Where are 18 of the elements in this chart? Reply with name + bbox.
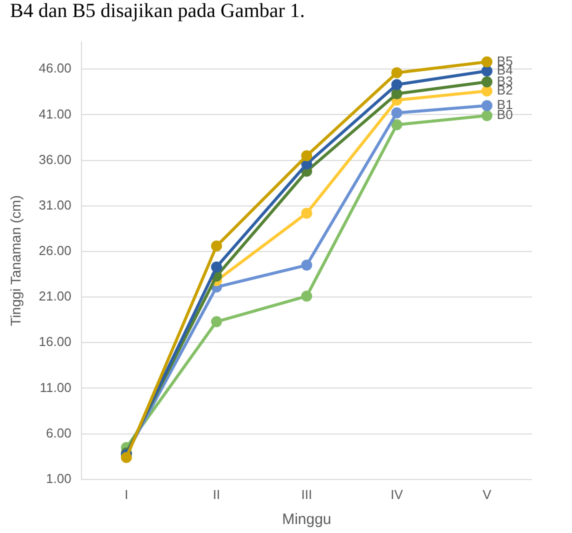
- y-tick-label: 31.00: [38, 197, 72, 212]
- y-tick-label: 41.00: [38, 106, 72, 122]
- y-tick-label: 21.00: [38, 288, 72, 304]
- y-tick-label: 46.00: [38, 60, 72, 76]
- x-axis-title: Minggu: [282, 511, 332, 528]
- x-tick-label: II: [212, 486, 220, 502]
- x-tick-label: I: [124, 486, 128, 502]
- y-tick-label: 6.00: [46, 425, 72, 440]
- x-tick-label: V: [482, 486, 492, 502]
- x-tick-label: IV: [390, 486, 404, 502]
- y-axis-title: Tinggi Tanaman (cm): [7, 195, 24, 326]
- y-tick-label: 36.00: [38, 152, 72, 167]
- y-tick-label: 16.00: [38, 334, 72, 350]
- y-tick-label: 26.00: [38, 243, 72, 258]
- y-tick-label: 11.00: [40, 380, 72, 395]
- y-tick-label: 1.00: [46, 470, 72, 486]
- x-tick-label: III: [301, 486, 312, 502]
- text: B4 dan B5 disajikan pada Gambar 1.: [9, 0, 306, 24]
